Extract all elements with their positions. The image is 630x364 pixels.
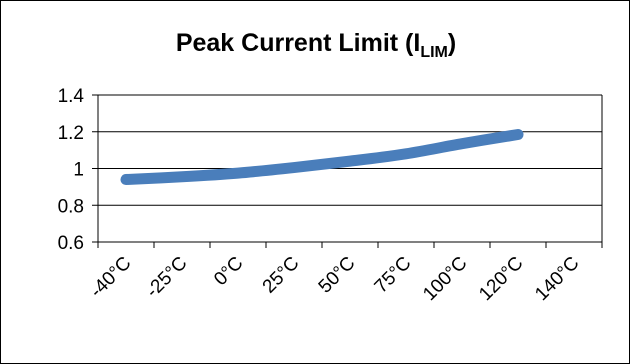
x-tick-label: 75°C xyxy=(371,253,416,298)
chart-title-main: Peak Current Limit (I xyxy=(175,29,421,57)
x-tick-label: -40°C xyxy=(86,253,135,302)
axes xyxy=(97,95,603,248)
series-layer xyxy=(120,129,524,186)
y-tick-label: 0.6 xyxy=(58,233,84,254)
y-tick-label: 1.2 xyxy=(58,123,84,144)
y-tick-label: 1.4 xyxy=(58,86,85,107)
x-tick-label: 100°C xyxy=(419,253,471,305)
grid-lines xyxy=(92,94,602,243)
x-tick-label: 0°C xyxy=(210,253,247,290)
chart-title-subscript: LIM xyxy=(420,44,448,61)
x-tick-label: 50°C xyxy=(315,253,360,298)
chart-title-suffix: ) xyxy=(447,29,457,57)
x-tick-label: -25°C xyxy=(142,253,191,302)
x-tick-label: 25°C xyxy=(259,253,304,298)
y-tick-labels: 1.4 1.2 1 0.8 0.6 xyxy=(58,86,85,254)
x-tick-label: 120°C xyxy=(475,253,527,305)
series-line xyxy=(120,129,524,186)
x-tick-labels: -40°C -25°C 0°C 25°C 50°C 75°C 100°C 120°C 140°C xyxy=(86,253,583,305)
y-tick-label: 1 xyxy=(73,160,84,181)
x-tick-label: 140°C xyxy=(531,253,583,305)
chart-title: Peak Current Limit (ILIM) xyxy=(1,29,630,62)
y-tick-label: 0.8 xyxy=(58,196,84,217)
